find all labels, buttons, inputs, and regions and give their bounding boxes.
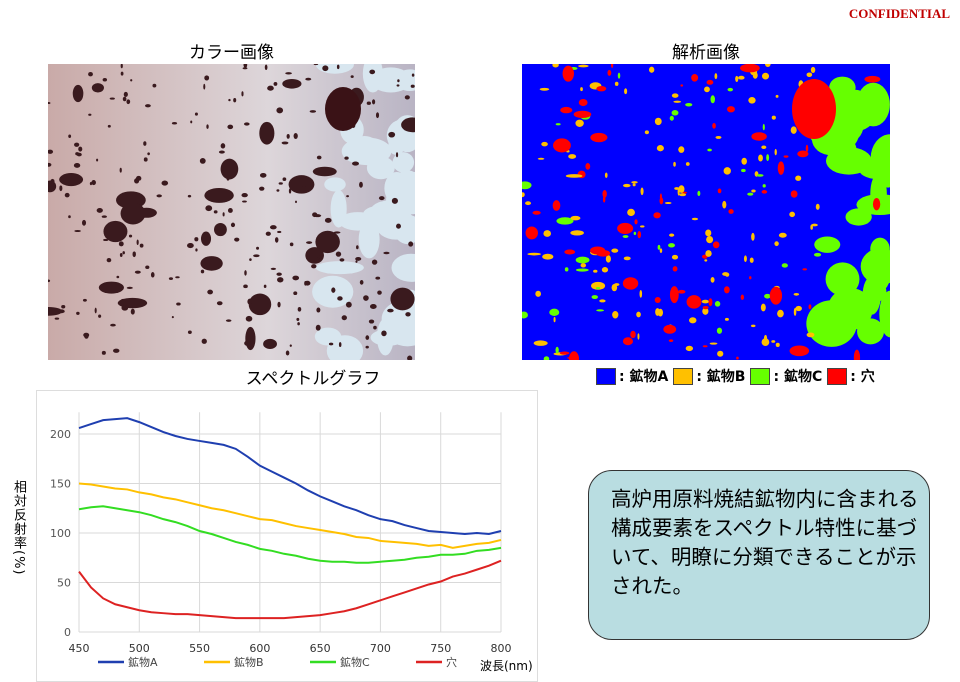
color-image-title: カラー画像 (189, 43, 274, 63)
legend-label-4: 穴 (446, 655, 457, 669)
legend-label-c: : 鉱物C (773, 369, 823, 385)
legend-label-2: 鉱物B (234, 655, 264, 669)
legend-swatch-a (596, 367, 616, 385)
analysis-image-title: 解析画像 (672, 43, 740, 63)
y-tick-label: 100 (50, 527, 71, 540)
series-line-1 (78, 417, 502, 535)
x-axis-label: 波長(nm) (480, 659, 533, 673)
y-tick-label: 150 (50, 478, 71, 491)
x-tick-label: 450 (69, 642, 90, 655)
legend-label-3: 鉱物C (340, 655, 370, 669)
analysis-classified-image (522, 64, 890, 360)
color-micrograph-image (48, 64, 415, 360)
x-tick-label: 500 (129, 642, 150, 655)
y-tick-label: 0 (64, 626, 71, 639)
x-tick-label: 750 (430, 642, 451, 655)
series-line-3 (78, 505, 502, 564)
legend-swatch-c (750, 367, 771, 385)
legend-label-a: : 鉱物A (619, 369, 669, 385)
analysis-legend: : 鉱物A : 鉱物B : 鉱物C : 穴 (594, 366, 875, 386)
conclusion-note: 高炉用原料焼結鉱物内に含まれる構成要素をスペクトル特性に基づいて、明瞭に分類でき… (588, 470, 930, 640)
legend-label-b: : 鉱物B (696, 369, 746, 385)
legend-swatch-b (673, 367, 694, 385)
y-axis-label: 相対反射率(%) (11, 480, 26, 576)
y-tick-label: 50 (57, 577, 71, 590)
x-tick-label: 650 (310, 642, 331, 655)
confidential-label: CONFIDENTIAL (848, 6, 950, 21)
legend-swatch-hole (827, 367, 848, 385)
legend-label-hole: : 穴 (850, 369, 875, 385)
x-tick-label: 700 (370, 642, 391, 655)
legend-label-1: 鉱物A (128, 655, 158, 669)
spectral-graph-title: スペクトルグラフ (245, 369, 381, 389)
series-line-4 (78, 559, 502, 620)
x-tick-label: 550 (189, 642, 210, 655)
x-tick-label: 600 (249, 642, 270, 655)
x-tick-label: 800 (491, 642, 512, 655)
y-tick-label: 200 (50, 428, 71, 441)
series-line-2 (78, 482, 502, 549)
